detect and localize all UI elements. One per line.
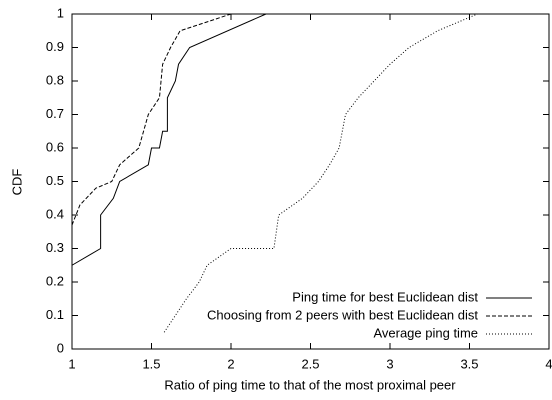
y-tick-label: 0.6 bbox=[46, 139, 64, 154]
x-tick-label: 3.5 bbox=[460, 356, 478, 371]
y-tick-label: 0.4 bbox=[46, 206, 64, 221]
x-tick-label: 2 bbox=[227, 356, 234, 371]
x-tick-label: 1.5 bbox=[142, 356, 160, 371]
legend-label: Ping time for best Euclidean dist bbox=[292, 289, 478, 304]
x-tick-label: 4 bbox=[545, 356, 552, 371]
y-tick-label: 0.3 bbox=[46, 240, 64, 255]
legend-label: Average ping time bbox=[373, 325, 478, 340]
x-tick-label: 1 bbox=[68, 356, 75, 371]
y-tick-label: 0.9 bbox=[46, 39, 64, 54]
y-axis-label: CDF bbox=[9, 169, 24, 196]
series-line bbox=[163, 13, 478, 333]
y-tick-label: 0 bbox=[57, 340, 64, 355]
x-axis-label: Ratio of ping time to that of the most p… bbox=[164, 377, 456, 392]
series-line bbox=[71, 13, 267, 266]
x-tick-label: 2.5 bbox=[301, 356, 319, 371]
y-tick-label: 0.1 bbox=[46, 307, 64, 322]
x-tick-label: 3 bbox=[386, 356, 393, 371]
y-tick-label: 0.5 bbox=[46, 173, 64, 188]
series-line bbox=[71, 13, 232, 226]
y-tick-label: 0.7 bbox=[46, 106, 64, 121]
y-tick-label: 0.2 bbox=[46, 273, 64, 288]
legend-label: Choosing from 2 peers with best Euclidea… bbox=[207, 307, 478, 322]
y-tick-label: 0.8 bbox=[46, 72, 64, 87]
y-tick-label: 1 bbox=[57, 5, 64, 20]
